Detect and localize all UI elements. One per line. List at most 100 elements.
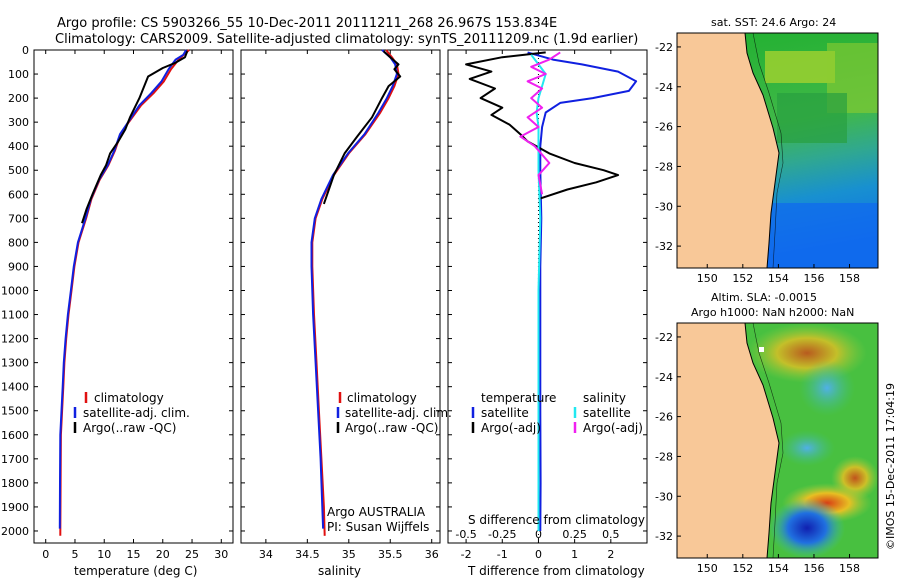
series-line-satellite-adj-clim: [310, 49, 398, 529]
legend-clim-label: climatology: [94, 391, 164, 405]
sla-map-frame: [676, 322, 879, 559]
land-mass: [677, 323, 779, 558]
depth-tick-label: 1400: [1, 381, 29, 394]
map-lat-label: -22: [655, 41, 673, 54]
salinity-panel: [240, 49, 441, 544]
difference-legend: temperature salinity satellite Argo(-adj…: [471, 391, 643, 435]
legend-argo-t-label: Argo(-adj): [481, 421, 541, 435]
x-tick-label: 2: [607, 548, 614, 561]
x-tick-label: 10: [97, 548, 111, 561]
sla-map-title-2: Argo h1000: NaN h2000: NaN: [691, 306, 854, 319]
coastline: [744, 323, 780, 558]
map-lat-label: -30: [655, 200, 673, 213]
x-tick-label: 1: [571, 548, 578, 561]
map-lat-label: -28: [655, 160, 673, 173]
anomaly-low: [769, 498, 845, 558]
x-tick-label: 35.5: [378, 548, 403, 561]
depth-tick-label: 1500: [1, 405, 29, 418]
map-lon-label: 152: [732, 562, 753, 575]
depth-tick-label: 800: [8, 236, 29, 249]
legend-temperature-heading: temperature: [481, 391, 556, 405]
depth-tick-label: 1200: [1, 333, 29, 346]
depth-tick-label: 1700: [1, 453, 29, 466]
map-lon-label: 152: [732, 272, 753, 285]
argo-location-marker: [759, 347, 764, 352]
legend-sat-label: satellite-adj. clim.: [345, 406, 452, 420]
series-line-argo-raw-qc: [322, 50, 402, 205]
sla-map-title-1: Altim. SLA: -0.0015: [711, 291, 817, 304]
x-tick-label: 34.5: [295, 548, 320, 561]
map-lon-label: 158: [839, 562, 860, 575]
imos-timestamp: ©IMOS 15-Dec-2011 17:04:19: [884, 383, 897, 550]
title-line-2: Climatology: CARS2009. Satellite-adjuste…: [55, 32, 638, 47]
x-tick-label: 5: [71, 548, 78, 561]
x-tick-label: 34: [259, 548, 273, 561]
map-lat-label: -26: [655, 411, 673, 424]
sst-map-title: sat. SST: 24.6 Argo: 24: [711, 16, 836, 29]
shelf-contour: [752, 33, 784, 268]
depth-tick-label: 1600: [1, 429, 29, 442]
x-tick-label: 35: [342, 548, 356, 561]
temperature-plot: 0 5 10 15 20 25 30: [34, 49, 233, 561]
salinity-legend: climatology satellite-adj. clim. Argo(..…: [327, 391, 452, 534]
map-lat-label: -24: [655, 81, 673, 94]
title-line-1: Argo profile: CS 5903266_55 10-Dec-2011 …: [57, 16, 557, 31]
credit-line-1: Argo AUSTRALIA: [327, 505, 426, 519]
depth-tick-label: 700: [8, 212, 29, 225]
depth-tick-label: 1900: [1, 501, 29, 514]
map-lat-label: -22: [655, 331, 673, 344]
sst-map: [677, 33, 878, 268]
x-tick-label-top: 0.5: [602, 528, 620, 541]
shelf-contour: [752, 323, 784, 558]
temperature-legend: climatology satellite-adj. clim. Argo(..…: [73, 391, 190, 435]
map-lon-label: 150: [697, 562, 718, 575]
legend-sat-t-label: satellite: [481, 406, 529, 420]
salinity-xlabel: salinity: [318, 564, 361, 578]
temperature-xlabel: temperature (deg C): [74, 564, 197, 578]
map-lon-label: 154: [768, 562, 789, 575]
anomaly-low: [779, 430, 835, 466]
green-patch: [777, 93, 847, 143]
depth-tick-label: 400: [8, 140, 29, 153]
legend-clim-label: climatology: [347, 391, 417, 405]
map-lat-label: -26: [655, 121, 673, 134]
legend-argo-label: Argo(..raw -QC): [345, 421, 438, 435]
map-lon-label: 158: [839, 272, 860, 285]
map-lat-label: -32: [655, 530, 673, 543]
legend-salinity-heading: salinity: [583, 391, 626, 405]
sst-map-frame: [676, 32, 879, 269]
x-tick-label: 25: [185, 548, 199, 561]
x-tick-label-top: -0.5: [455, 528, 476, 541]
series-line-argo-raw-qc: [81, 50, 189, 224]
depth-tick-label: 600: [8, 188, 29, 201]
x-tick-label: -1: [497, 548, 508, 561]
depth-tick-label: 1300: [1, 357, 29, 370]
land-mass: [677, 33, 779, 268]
depth-tick-label: 1800: [1, 477, 29, 490]
x-tick-label: 0: [535, 548, 542, 561]
depth-tick-label: 500: [8, 164, 29, 177]
depth-tick-label: 1000: [1, 284, 29, 297]
depth-tick-label: 200: [8, 92, 29, 105]
x-tick-label-top: 0.25: [562, 528, 587, 541]
difference-panel: [447, 49, 648, 544]
depth-axis: 0 100 200 300 400 500 600 700 800 900 1000 1100 1200…: [1, 44, 29, 538]
x-tick-label-top: -0.25: [488, 528, 516, 541]
cool-patch: [767, 203, 878, 268]
series-line-argo-adj-salinity: [519, 51, 561, 195]
sst-map-axes: 150 152 154 156 158 -22 -24 -26 -28 -30 -32: [655, 41, 860, 285]
coastline: [744, 33, 780, 268]
depth-tick-label: 900: [8, 260, 29, 273]
depth-tick-label: 0: [22, 44, 29, 57]
depth-tick-label: 1100: [1, 309, 29, 322]
difference-xlabel: T difference from climatology: [467, 564, 645, 578]
series-line-satellite-temperature: [527, 51, 638, 532]
map-lat-label: -28: [655, 450, 673, 463]
x-tick-label: 0: [42, 548, 49, 561]
map-lon-label: 156: [803, 562, 824, 575]
map-lat-label: -24: [655, 371, 673, 384]
legend-sat-label: satellite-adj. clim.: [83, 406, 190, 420]
x-tick-label: 36: [425, 548, 439, 561]
sla-map-axes: 150 152 154 156 158 -22 -24 -26 -28 -30 -32: [655, 331, 860, 575]
salinity-plot: 34 34.5 35 35.5 36: [241, 49, 440, 561]
